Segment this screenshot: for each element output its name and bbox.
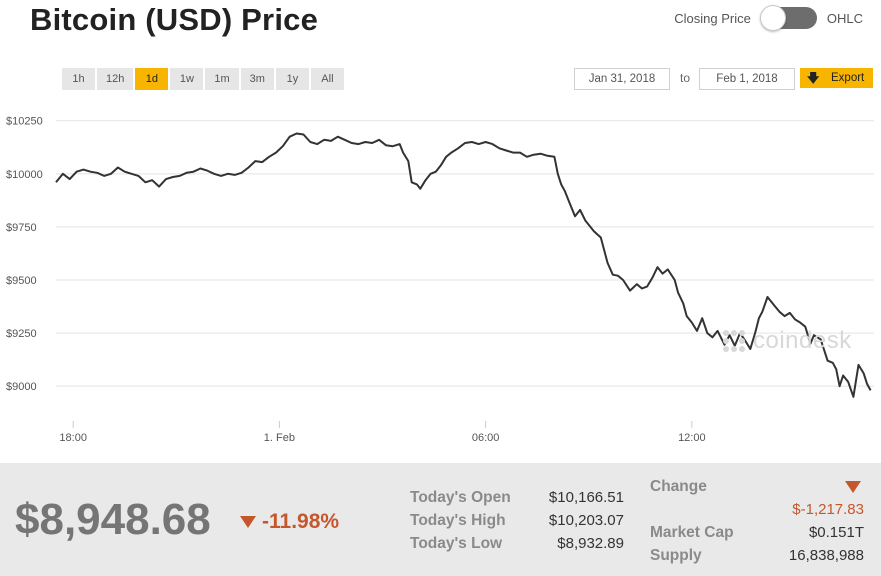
closing-price-label: Closing Price [674, 10, 751, 26]
coindesk-logo-icon [723, 330, 745, 352]
watermark-text: coindesk [753, 327, 852, 354]
x-tick-label: 12:00 [678, 432, 706, 444]
range-button-1d[interactable]: 1d [135, 68, 169, 90]
y-tick-label: $9750 [6, 222, 37, 234]
range-button-1h[interactable]: 1h [62, 68, 95, 90]
price-chart[interactable]: $9000 $9250 $9500 $9750 $10000 $10250 18:00 1.… [0, 100, 881, 455]
page-title: Bitcoin (USD) Price [30, 2, 319, 37]
y-axis-ticks: $9000 $9250 $9500 $9750 $10000 $10250 [6, 116, 43, 393]
start-date-input[interactable]: Jan 31, 2018 [574, 68, 670, 90]
range-selector: 1h 12h 1d 1w 1m 3m 1y All [62, 68, 346, 90]
market-cap-label: Market Cap [650, 524, 734, 541]
x-axis-ticks: 18:00 1. Feb 06:00 12:00 [59, 421, 706, 444]
supply-value: 16,838,988 [788, 547, 864, 564]
chart-gridlines [56, 120, 874, 387]
current-price: $8,948.68 [15, 495, 211, 544]
price-change-percent-value: -11.98% [262, 510, 340, 533]
supply-label: Supply [650, 547, 702, 564]
chart-series [55, 132, 872, 398]
y-tick-label: $9000 [6, 381, 37, 393]
x-tick-label: 18:00 [59, 432, 87, 444]
export-button[interactable]: 🡇 Export [800, 68, 873, 88]
down-triangle-icon [240, 516, 256, 528]
ohlc-label: OHLC [826, 10, 863, 26]
change-down-triangle-icon [845, 481, 861, 493]
end-date-input[interactable]: Feb 1, 2018 [699, 68, 795, 90]
y-tick-label: $9250 [6, 328, 37, 340]
x-tick-label: 1. Feb [264, 432, 295, 444]
price-summary-panel: $8,948.68 -11.98% Today's Open $10,166.5… [0, 463, 881, 576]
x-tick-label: 06:00 [472, 432, 500, 444]
toggle-knob[interactable] [759, 5, 786, 31]
todays-open-value: $10,166.51 [548, 489, 624, 506]
y-tick-label: $9500 [6, 275, 37, 287]
range-button-1y[interactable]: 1y [275, 68, 309, 90]
range-button-1m[interactable]: 1m [205, 68, 239, 90]
y-tick-label: $10250 [6, 116, 43, 128]
range-button-1w[interactable]: 1w [170, 68, 204, 90]
coindesk-watermark: coindesk [723, 327, 852, 355]
price-mode-toggle-group: Closing Price OHLC [674, 4, 863, 32]
price-change-percent: -11.98% [240, 510, 339, 534]
price-mode-toggle[interactable] [759, 5, 817, 31]
todays-open-label: Today's Open [410, 489, 511, 506]
date-range-separator: to [680, 71, 691, 85]
todays-low-value: $8,932.89 [557, 535, 624, 552]
export-label: Export [831, 72, 865, 84]
y-tick-label: $10000 [6, 169, 43, 181]
todays-high-value: $10,203.07 [548, 512, 624, 529]
range-button-all[interactable]: All [310, 68, 344, 90]
price-series-line [55, 132, 872, 398]
todays-low-label: Today's Low [410, 535, 503, 552]
change-value: $-1,217.83 [792, 501, 864, 518]
todays-high-label: Today's High [410, 512, 506, 529]
download-arrow-icon: 🡇 [807, 71, 820, 85]
market-cap-value: $0.151T [808, 524, 864, 541]
change-label: Change [650, 478, 707, 495]
range-button-12h[interactable]: 12h [97, 68, 134, 90]
range-button-3m[interactable]: 3m [240, 68, 274, 90]
